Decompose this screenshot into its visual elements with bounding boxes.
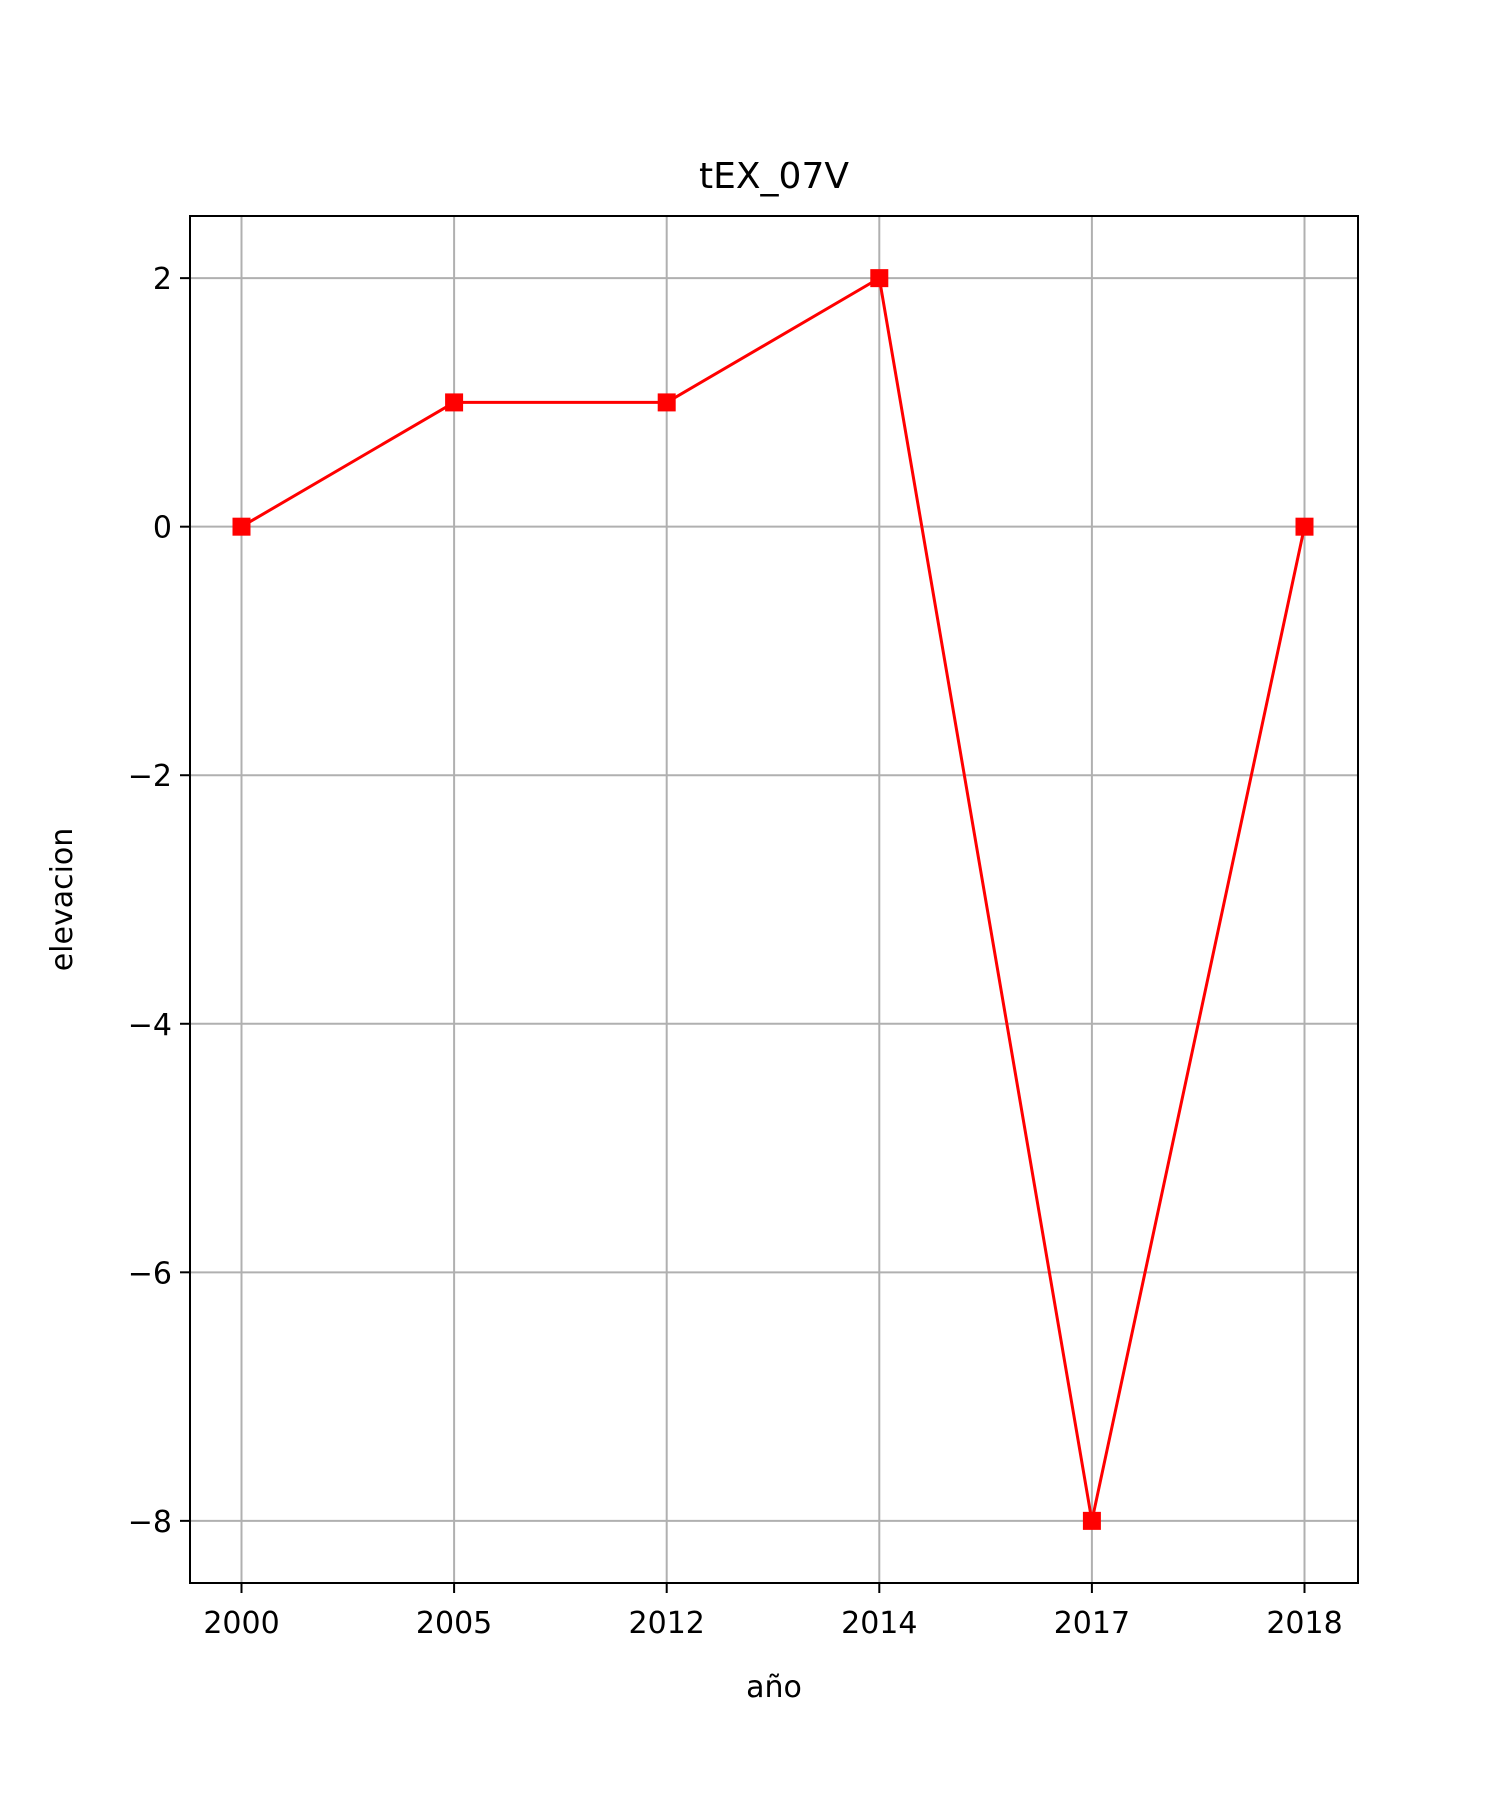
y-tick-label: 2 (153, 262, 172, 297)
data-point-marker (1082, 1511, 1101, 1530)
y-tick-label: 0 (153, 511, 172, 546)
x-axis-label: año (746, 1670, 802, 1705)
series-markers (232, 269, 1314, 1530)
data-point-marker (870, 269, 889, 288)
series-line (240, 276, 1306, 1523)
y-tick-label: −4 (128, 1008, 172, 1043)
axis-ticks: 2000 2005 2012 2014 2017 2018 2 0 −2 −4 −6 −8 (128, 262, 1343, 1641)
y-tick-label: −6 (128, 1256, 172, 1291)
x-tick-label: 2012 (629, 1606, 705, 1641)
x-tick-label: 2018 (1266, 1606, 1342, 1641)
chart-title: tEX_07V (699, 156, 849, 197)
y-axis-label: elevacion (45, 828, 80, 972)
y-tick-label: −2 (128, 759, 172, 794)
x-tick-label: 2000 (203, 1606, 279, 1641)
data-point-marker (232, 517, 251, 536)
data-point-marker (1295, 517, 1314, 536)
plot-frame (189, 215, 1359, 1584)
y-tick-label: −8 (128, 1505, 172, 1540)
data-point-marker (657, 393, 676, 412)
series-line-layer (240, 276, 1306, 1523)
x-tick-label: 2005 (416, 1606, 492, 1641)
data-point-marker (445, 393, 464, 412)
x-tick-label: 2017 (1054, 1606, 1130, 1641)
grid (190, 216, 1358, 1583)
x-tick-label: 2014 (841, 1606, 917, 1641)
